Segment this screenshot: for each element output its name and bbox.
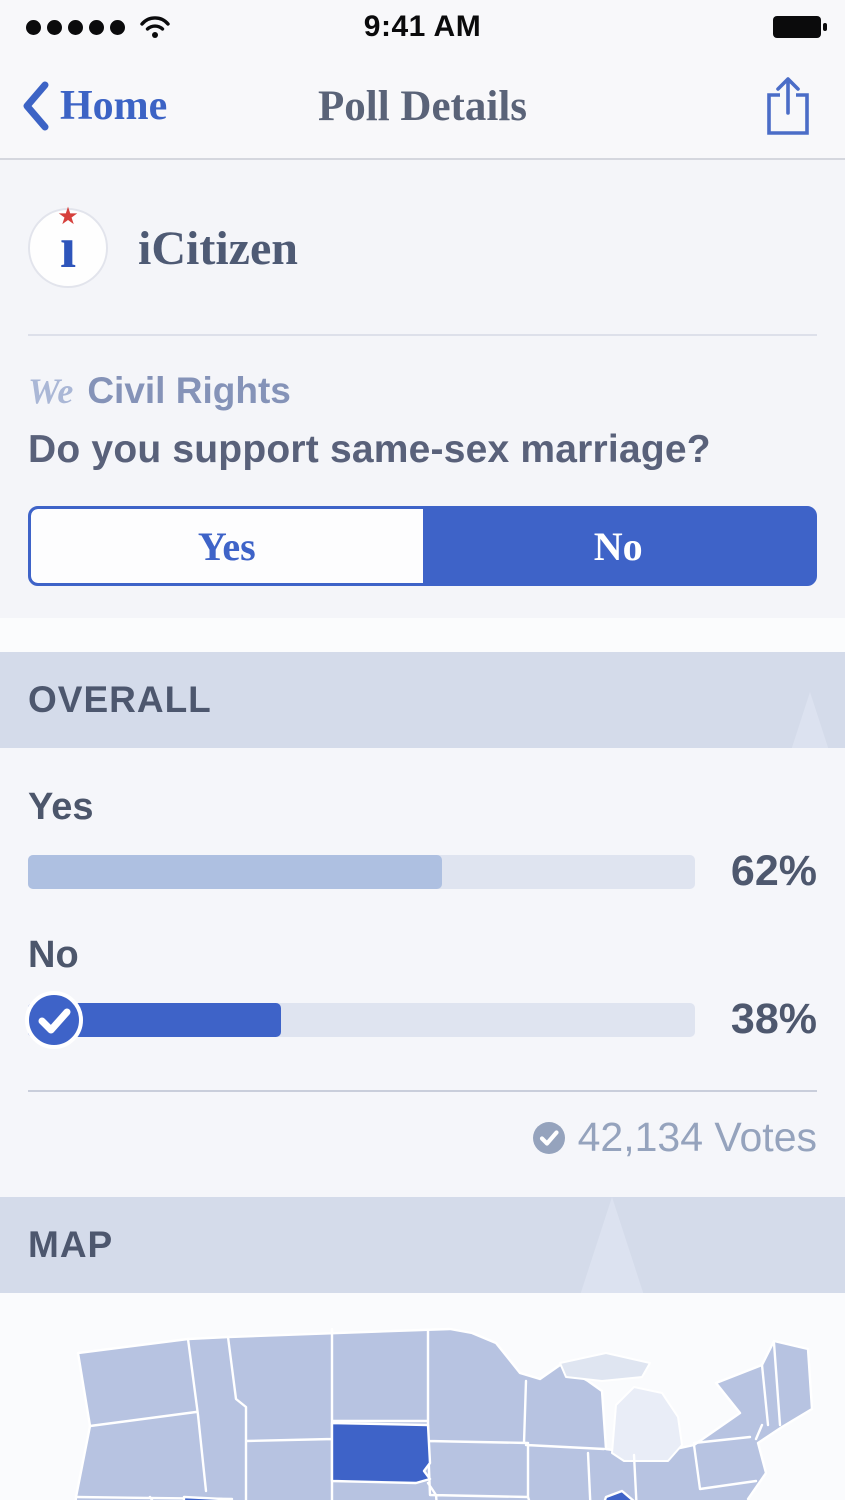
state-south-dakota[interactable] xyxy=(330,1421,432,1485)
icitizen-logo-icon: ★ ı xyxy=(28,203,108,288)
divider xyxy=(28,1090,817,1092)
battery-icon xyxy=(771,13,829,41)
we-the-people-icon: We xyxy=(28,371,74,411)
back-button-label: Home xyxy=(60,83,168,129)
result-bar-no xyxy=(25,990,695,1049)
category-row: We Civil Rights xyxy=(28,370,817,412)
nav-bar: Home Poll Details xyxy=(0,54,845,160)
publisher-name: iCitizen xyxy=(138,221,298,275)
share-icon xyxy=(761,73,815,139)
map-header-label: MAP xyxy=(28,1224,114,1265)
result-row-no: No 38% xyxy=(25,896,817,1049)
back-button[interactable]: Home xyxy=(0,80,167,132)
state-borders xyxy=(74,1327,782,1500)
result-bar-yes xyxy=(28,854,695,889)
vote-no-button[interactable]: No xyxy=(422,509,814,583)
state-michigan-upper[interactable] xyxy=(559,1352,651,1382)
results-panel: Yes 62% No xyxy=(0,748,845,1197)
result-percent: 38% xyxy=(730,995,817,1043)
star-watermark xyxy=(791,692,829,748)
result-label: No xyxy=(28,934,79,976)
vote-yes-button[interactable]: Yes xyxy=(31,509,423,583)
poll-question: Do you support same-sex marriage? xyxy=(28,428,711,471)
spacer xyxy=(0,618,845,652)
overall-header-label: OVERALL xyxy=(28,679,212,720)
wifi-icon xyxy=(139,14,171,40)
result-label: Yes xyxy=(28,786,94,828)
divider xyxy=(28,334,817,336)
result-row-yes: Yes 62% xyxy=(28,748,817,896)
us-map[interactable] xyxy=(0,1293,845,1500)
votes-row: 42,134 Votes xyxy=(28,1114,817,1197)
status-bar: 9:41 AM xyxy=(0,0,845,54)
map-section-header: MAP xyxy=(0,1197,845,1293)
selected-check-badge-icon xyxy=(22,988,86,1052)
share-button[interactable] xyxy=(761,73,845,139)
state-utah[interactable] xyxy=(182,1495,248,1500)
chevron-left-icon xyxy=(22,80,50,132)
signal-strength-icon xyxy=(26,19,125,35)
votes-check-icon xyxy=(530,1119,568,1157)
state-michigan[interactable] xyxy=(611,1386,683,1462)
vote-control: Yes No xyxy=(28,506,817,586)
category-label: Civil Rights xyxy=(87,370,291,411)
logo-star-icon: ★ xyxy=(57,203,79,230)
votes-count: 42,134 Votes xyxy=(577,1114,817,1160)
map-panel xyxy=(0,1293,845,1500)
result-percent: 62% xyxy=(730,847,817,895)
star-watermark xyxy=(580,1197,644,1293)
clock: 9:41 AM xyxy=(363,10,482,43)
state-west-virginia[interactable] xyxy=(576,1489,648,1500)
overall-section-header: OVERALL xyxy=(0,652,845,748)
publisher-row: ★ ı iCitizen xyxy=(0,160,845,306)
result-bar-fill xyxy=(28,854,442,889)
